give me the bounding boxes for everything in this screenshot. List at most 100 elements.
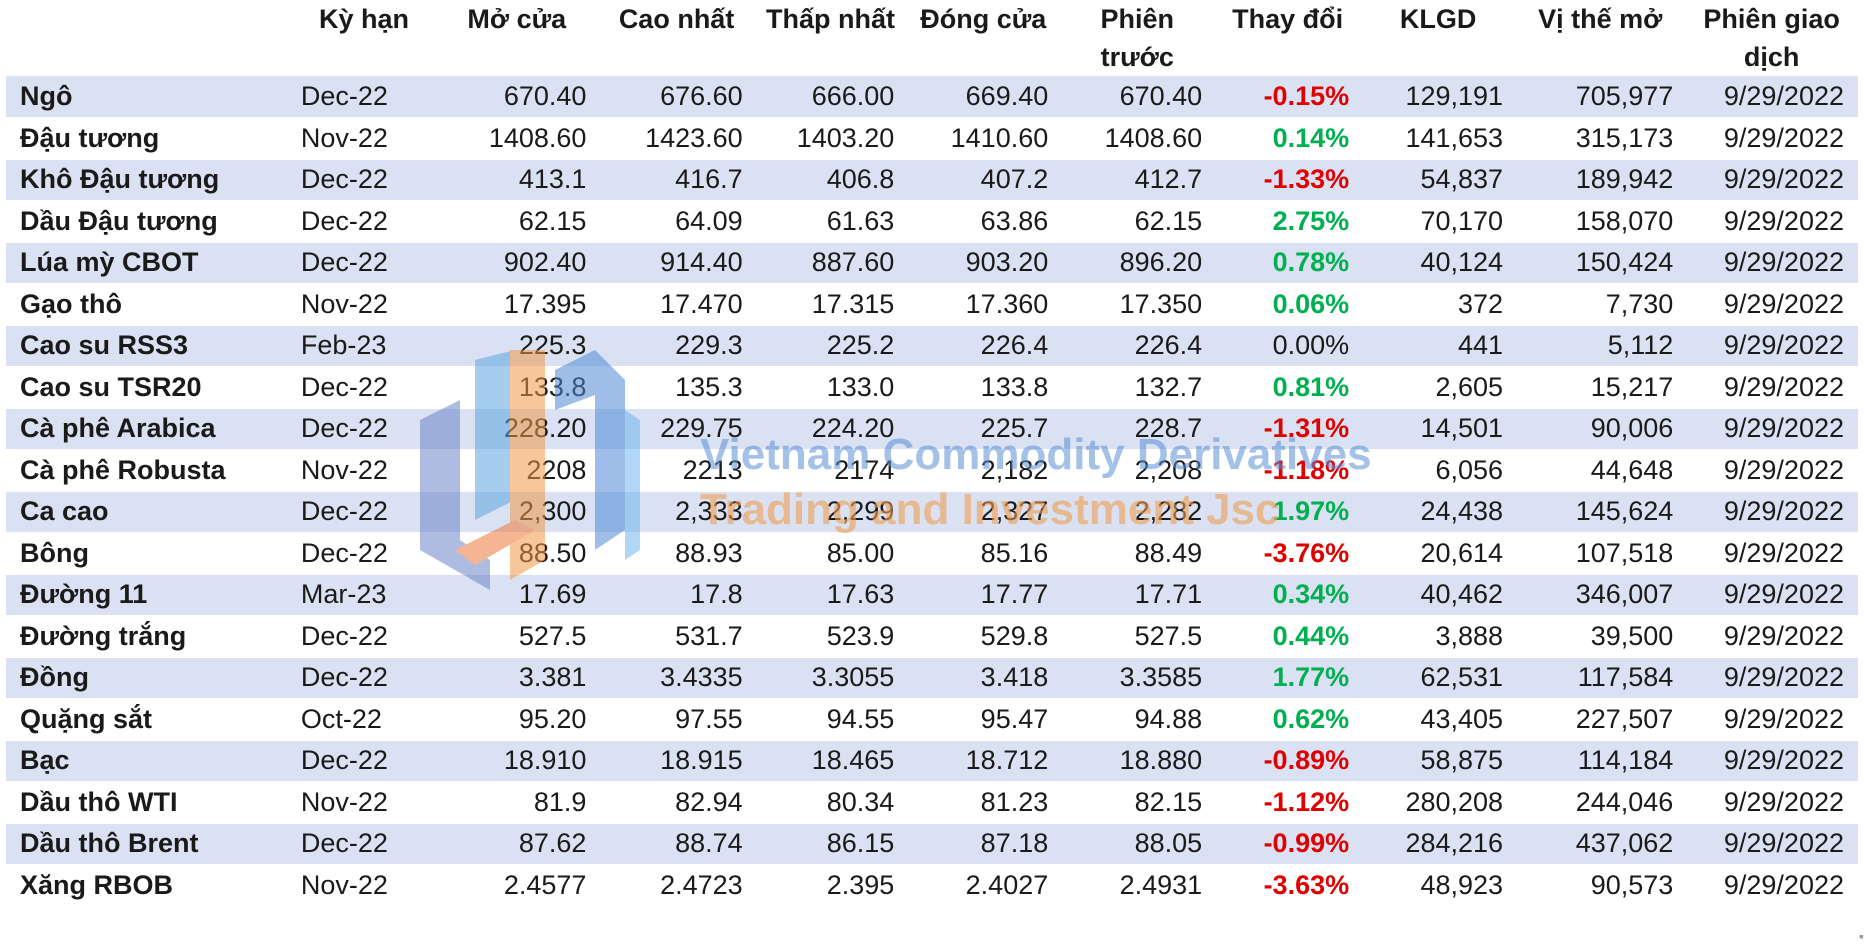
cell-prev: 82.15 xyxy=(1060,781,1215,824)
cell-session-date: 9/29/2022 xyxy=(1685,242,1858,284)
cell-commodity: Khô Đậu tương xyxy=(6,159,293,201)
cell-open-interest: 244,046 xyxy=(1515,781,1686,824)
table-row: Ngô Dec-22 670.40 676.60 666.00 669.40 670.40-… xyxy=(6,76,1858,118)
cell-close: 81.23 xyxy=(906,781,1061,824)
cell-open-interest: 15,217 xyxy=(1515,366,1686,409)
cell-commodity: Cao su TSR20 xyxy=(6,366,293,409)
cell-term: Dec-22 xyxy=(292,491,436,533)
cell-high: 88.74 xyxy=(598,823,755,865)
cell-change: 0.44% xyxy=(1214,615,1362,658)
cell-close: 95.47 xyxy=(906,698,1061,741)
cell-term: Dec-22 xyxy=(292,76,436,118)
table-row: Đồng Dec-22 3.381 3.4335 3.3055 3.418 3.3585 1.… xyxy=(6,657,1858,699)
cell-prev: 17.71 xyxy=(1060,574,1215,616)
cell-prev: 412.7 xyxy=(1060,159,1215,201)
cell-open: 133.8 xyxy=(435,366,599,409)
cell-commodity: Đồng xyxy=(6,657,293,699)
cell-volume: 141,653 xyxy=(1361,117,1516,160)
cell-open: 3.381 xyxy=(435,657,599,699)
cell-session-date: 9/29/2022 xyxy=(1685,740,1858,782)
cell-term: Mar-23 xyxy=(292,574,436,616)
cell-session-date: 9/29/2022 xyxy=(1685,491,1858,533)
cell-session-date: 9/29/2022 xyxy=(1685,615,1858,658)
table-row: Bông Dec-22 88.50 88.93 85.00 85.16 88.49 -3.76… xyxy=(6,532,1858,575)
cell-term: Dec-22 xyxy=(292,159,436,201)
table-row: Khô Đậu tương Dec-22 413.1 416.7 406.8 407.2 4… xyxy=(6,159,1858,201)
cell-commodity: Dầu thô Brent xyxy=(6,823,293,865)
table-row: Dầu thô Brent Dec-22 87.62 88.74 86.15 87.18 8… xyxy=(6,823,1858,865)
cell-change: -3.76% xyxy=(1214,532,1362,575)
page-corner-mark: ▪ xyxy=(1859,928,1864,944)
cell-term: Dec-22 xyxy=(292,242,436,284)
cell-prev: 228.7 xyxy=(1060,408,1215,450)
cell-commodity: Đậu tương xyxy=(6,117,293,160)
cell-commodity: Lúa mỳ CBOT xyxy=(6,242,293,284)
cell-low: 85.00 xyxy=(754,532,907,575)
header-prev: Phiên trước xyxy=(1100,4,1174,72)
header-session-date: Phiên giao dịch xyxy=(1703,4,1840,72)
cell-commodity: Ca cao xyxy=(6,491,293,533)
cell-session-date: 9/29/2022 xyxy=(1685,864,1858,907)
cell-close: 226.4 xyxy=(906,325,1061,367)
cell-low: 61.63 xyxy=(754,200,907,243)
header-close: Đóng cửa xyxy=(920,4,1047,34)
cell-close: 17.360 xyxy=(906,283,1061,326)
cell-open: 95.20 xyxy=(435,698,599,741)
cell-volume: 48,923 xyxy=(1361,864,1516,907)
cell-high: 18.915 xyxy=(598,740,755,782)
cell-open: 225.3 xyxy=(435,325,599,367)
header-change: Thay đổi xyxy=(1232,4,1344,34)
cell-open: 17.69 xyxy=(435,574,599,616)
cell-session-date: 9/29/2022 xyxy=(1685,408,1858,450)
cell-low: 887.60 xyxy=(754,242,907,284)
cell-high: 135.3 xyxy=(598,366,755,409)
cell-prev: 1408.60 xyxy=(1060,117,1215,160)
cell-open-interest: 315,173 xyxy=(1515,117,1686,160)
header-name xyxy=(6,0,293,76)
cell-term: Oct-22 xyxy=(292,698,436,741)
cell-low: 3.3055 xyxy=(754,657,907,699)
cell-term: Dec-22 xyxy=(292,823,436,865)
commodity-quotes-table: Kỳ hạn Mở cửa Cao nhất Thấp nhất Đóng cử… xyxy=(6,0,1858,907)
cell-change: -1.12% xyxy=(1214,781,1362,824)
header-high: Cao nhất xyxy=(618,4,735,34)
cell-volume: 6,056 xyxy=(1361,449,1516,492)
cell-prev: 896.20 xyxy=(1060,242,1215,284)
cell-volume: 62,531 xyxy=(1361,657,1516,699)
cell-volume: 284,216 xyxy=(1361,823,1516,865)
cell-close: 903.20 xyxy=(906,242,1061,284)
cell-open: 81.9 xyxy=(435,781,599,824)
cell-term: Dec-22 xyxy=(292,408,436,450)
cell-low: 80.34 xyxy=(754,781,907,824)
cell-prev: 88.05 xyxy=(1060,823,1215,865)
cell-session-date: 9/29/2022 xyxy=(1685,574,1858,616)
cell-high: 229.3 xyxy=(598,325,755,367)
cell-term: Nov-22 xyxy=(292,864,436,907)
cell-high: 531.7 xyxy=(598,615,755,658)
cell-open-interest: 117,584 xyxy=(1515,657,1686,699)
cell-volume: 40,462 xyxy=(1361,574,1516,616)
cell-low: 1403.20 xyxy=(754,117,907,160)
cell-session-date: 9/29/2022 xyxy=(1685,657,1858,699)
cell-low: 94.55 xyxy=(754,698,907,741)
cell-open-interest: 437,062 xyxy=(1515,823,1686,865)
cell-prev: 3.3585 xyxy=(1060,657,1215,699)
cell-commodity: Ngô xyxy=(6,76,293,118)
cell-commodity: Đường 11 xyxy=(6,574,293,616)
cell-prev: 132.7 xyxy=(1060,366,1215,409)
table-row: Cao su TSR20 Dec-22 133.8 135.3 133.0 133.8 13… xyxy=(6,366,1858,409)
cell-close: 133.8 xyxy=(906,366,1061,409)
table-row: Dầu Đậu tương Dec-22 62.15 64.09 61.63 63.86 6… xyxy=(6,200,1858,243)
cell-volume: 40,124 xyxy=(1361,242,1516,284)
cell-open-interest: 90,006 xyxy=(1515,408,1686,450)
cell-session-date: 9/29/2022 xyxy=(1685,366,1858,409)
cell-open-interest: 705,977 xyxy=(1515,76,1686,118)
cell-high: 914.40 xyxy=(598,242,755,284)
cell-change: -1.31% xyxy=(1214,408,1362,450)
cell-low: 2174 xyxy=(754,449,907,492)
cell-close: 2,182 xyxy=(906,449,1061,492)
cell-commodity: Quặng sắt xyxy=(6,698,293,741)
cell-prev: 226.4 xyxy=(1060,325,1215,367)
cell-volume: 20,614 xyxy=(1361,532,1516,575)
cell-session-date: 9/29/2022 xyxy=(1685,159,1858,201)
